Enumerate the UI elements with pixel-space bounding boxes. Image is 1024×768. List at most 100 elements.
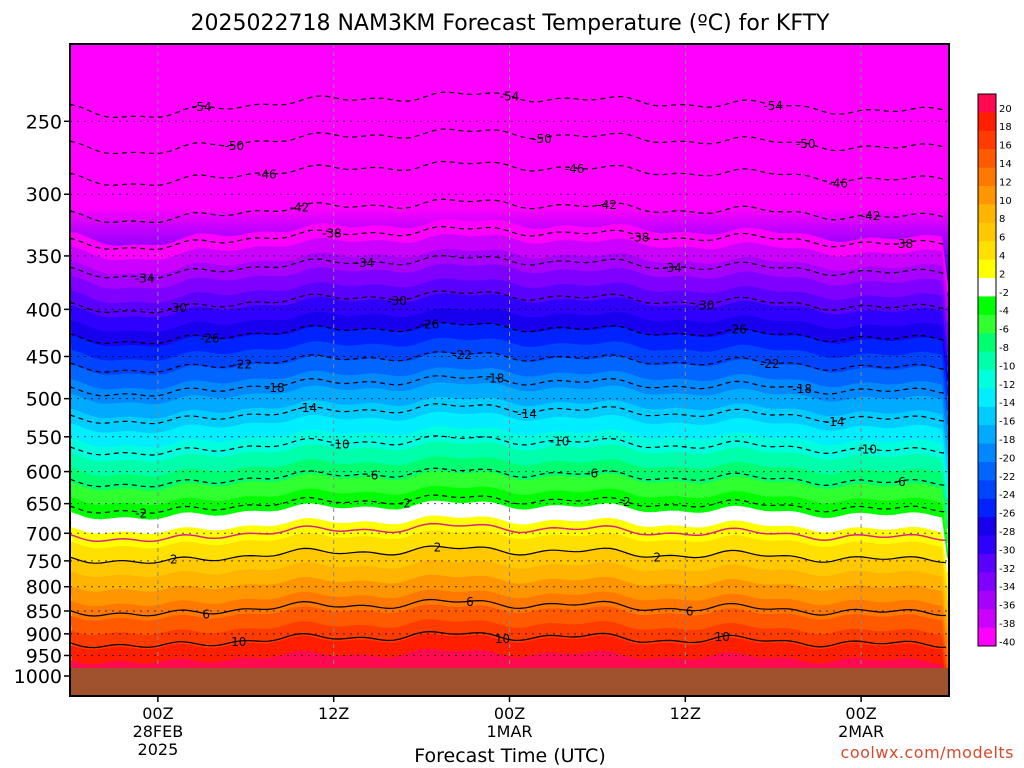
isotherm-line bbox=[70, 91, 947, 119]
y-tick-label: 350 bbox=[26, 246, 62, 268]
colorbar-label: 6 bbox=[999, 233, 1005, 244]
isotherm-line bbox=[70, 403, 947, 425]
colorbar-label: -14 bbox=[999, 398, 1015, 409]
colorbar-label: -22 bbox=[999, 472, 1015, 483]
colorbar-swatch bbox=[978, 425, 996, 445]
x-tick-label: 12Z bbox=[318, 704, 349, 723]
contour-label: -26 bbox=[727, 323, 747, 337]
isotherm-line bbox=[70, 198, 947, 224]
isotherm-line bbox=[70, 351, 947, 374]
colorbar-swatch bbox=[978, 462, 996, 481]
isotherm-line bbox=[70, 225, 947, 251]
x-tick-label: 1MAR bbox=[486, 722, 532, 741]
colorbar-swatch bbox=[978, 314, 996, 334]
isotherm-line bbox=[70, 435, 947, 456]
contour-label: -30 bbox=[387, 294, 407, 308]
y-tick-label: 650 bbox=[26, 494, 62, 516]
contour-label: -22 bbox=[232, 358, 252, 372]
colorbar: 20 18 16 14 12 10 8 6 4 2 -2 -4 -6 -8 -10 -12 -14 -16 -18 -… bbox=[977, 93, 1015, 648]
contour-label: -34 bbox=[355, 256, 375, 270]
contour-label: 6 bbox=[466, 595, 474, 609]
contour-label: -2 bbox=[399, 496, 411, 510]
colorbar-swatch bbox=[978, 498, 996, 518]
colorbar-frame bbox=[977, 93, 997, 647]
colorbar-label: -2 bbox=[999, 288, 1009, 299]
contour-label: 2 bbox=[170, 552, 178, 566]
colorbar-swatch bbox=[978, 259, 996, 279]
y-tick-label: 950 bbox=[26, 645, 62, 667]
contour-label: -14 bbox=[825, 415, 845, 429]
colorbar-swatch bbox=[978, 590, 996, 610]
contour-label: -18 bbox=[792, 382, 812, 396]
x-tick-label: 00Z bbox=[494, 704, 525, 723]
contour-label: 2 bbox=[434, 540, 442, 554]
contour-label: -18 bbox=[485, 371, 505, 385]
isotherm-line bbox=[70, 545, 947, 564]
contour-label: -6 bbox=[586, 467, 598, 481]
contour-label: -42 bbox=[290, 200, 310, 214]
y-tick-label: 500 bbox=[26, 389, 62, 411]
contour-label: -10 bbox=[550, 434, 570, 448]
colorbar-label: -6 bbox=[999, 325, 1009, 336]
colorbar-swatch bbox=[978, 443, 996, 463]
colorbar-swatch bbox=[978, 204, 996, 224]
contour-label: 6 bbox=[202, 608, 210, 622]
colorbar-swatch bbox=[978, 130, 996, 150]
contour-label: -30 bbox=[167, 301, 187, 315]
y-tick-label: 450 bbox=[26, 346, 62, 368]
colorbar-label: -38 bbox=[999, 619, 1015, 630]
chart-title: 2025022718 NAM3KM Forecast Temperature (… bbox=[191, 11, 831, 36]
y-tick-label: 600 bbox=[26, 462, 62, 484]
colorbar-label: -34 bbox=[999, 582, 1015, 593]
contour-label: -50 bbox=[225, 139, 245, 153]
colorbar-swatch bbox=[978, 278, 996, 297]
contour-label: -46 bbox=[828, 177, 848, 191]
colorbar-label: 14 bbox=[999, 159, 1012, 170]
contour-label: -50 bbox=[532, 132, 552, 146]
contour-label: -54 bbox=[763, 99, 783, 113]
colorbar-label: -4 bbox=[999, 306, 1009, 317]
colorbar-label: -30 bbox=[999, 545, 1015, 556]
contour-label: -10 bbox=[330, 438, 350, 452]
colorbar-swatch bbox=[978, 222, 996, 242]
contour-label: -18 bbox=[265, 381, 285, 395]
temperature-bands bbox=[70, 219, 949, 696]
colorbar-swatch bbox=[978, 296, 996, 316]
contour-label: -22 bbox=[760, 357, 780, 371]
colorbar-label: -8 bbox=[999, 343, 1009, 354]
colorbar-swatch bbox=[978, 388, 996, 408]
colorbar-label: -10 bbox=[999, 361, 1015, 372]
contour-label: -14 bbox=[298, 401, 318, 415]
colorbar-label: -12 bbox=[999, 380, 1015, 391]
contour-label: 10 bbox=[715, 630, 730, 644]
contour-label: -38 bbox=[630, 230, 650, 244]
x-tick-label: 28FEB bbox=[133, 722, 184, 741]
ground-layer bbox=[70, 668, 949, 696]
contour-label: -34 bbox=[662, 261, 682, 275]
colorbar-label: -36 bbox=[999, 601, 1015, 612]
isotherm-line bbox=[70, 322, 947, 345]
colorbar-swatch bbox=[978, 572, 996, 592]
colorbar-label: -24 bbox=[999, 490, 1015, 501]
colorbar-label: -18 bbox=[999, 435, 1015, 446]
isotherm-line bbox=[70, 128, 947, 155]
contour-label: -6 bbox=[894, 475, 906, 489]
colorbar-label: 2 bbox=[999, 269, 1005, 280]
colorbar-label: 16 bbox=[999, 141, 1012, 152]
colorbar-label: 18 bbox=[999, 122, 1012, 133]
contour-label: -42 bbox=[861, 209, 881, 223]
colorbar-label: 4 bbox=[999, 251, 1005, 262]
x-tick-label: 2025 bbox=[138, 740, 179, 759]
contour-label: -30 bbox=[695, 298, 715, 312]
colorbar-swatch bbox=[978, 517, 996, 537]
isotherm-line bbox=[70, 290, 947, 314]
x-tick-label: 00Z bbox=[845, 704, 876, 723]
colorbar-swatch bbox=[978, 406, 996, 426]
isotherm-line bbox=[70, 375, 947, 397]
colorbar-label: 20 bbox=[999, 104, 1012, 115]
colorbar-swatch bbox=[978, 480, 996, 500]
colorbar-swatch bbox=[978, 609, 996, 629]
contour-label: -22 bbox=[452, 348, 472, 362]
